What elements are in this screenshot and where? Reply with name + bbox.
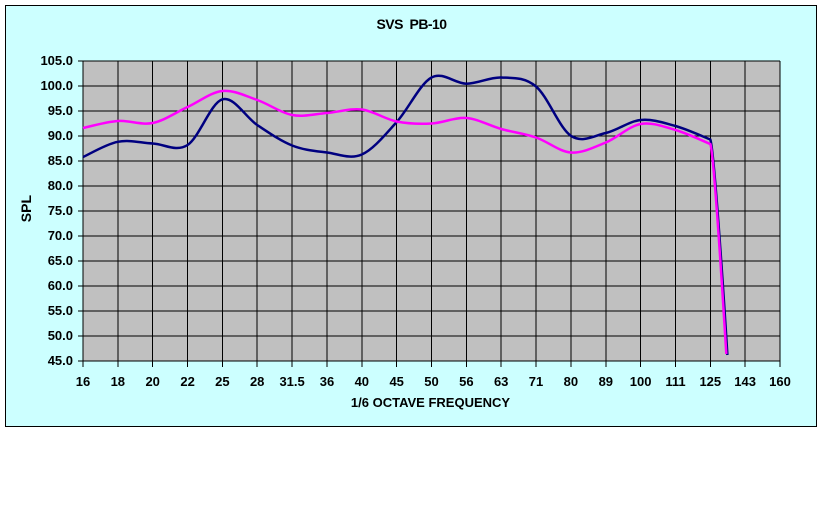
- svg-text:125: 125: [699, 374, 721, 389]
- svg-text:60.0: 60.0: [48, 278, 73, 293]
- svg-text:80.0: 80.0: [48, 178, 73, 193]
- svg-text:SPL: SPL: [18, 195, 34, 223]
- svg-text:90.0: 90.0: [48, 128, 73, 143]
- svg-text:45.0: 45.0: [48, 353, 73, 368]
- svg-text:45: 45: [389, 374, 403, 389]
- svg-text:75.0: 75.0: [48, 203, 73, 218]
- svg-text:40: 40: [355, 374, 369, 389]
- svg-text:36: 36: [320, 374, 334, 389]
- svg-text:143: 143: [734, 374, 756, 389]
- svg-text:55.0: 55.0: [48, 303, 73, 318]
- svg-text:111: 111: [665, 374, 685, 389]
- svg-text:100: 100: [630, 374, 652, 389]
- svg-text:50: 50: [424, 374, 438, 389]
- svg-text:89: 89: [599, 374, 613, 389]
- svg-text:50.0: 50.0: [48, 328, 73, 343]
- svg-text:22: 22: [180, 374, 194, 389]
- svg-text:1/6 OCTAVE FREQUENCY: 1/6 OCTAVE FREQUENCY: [351, 395, 510, 410]
- svg-text:28: 28: [250, 374, 264, 389]
- svg-text:71: 71: [529, 374, 543, 389]
- svg-text:20: 20: [145, 374, 159, 389]
- svg-text:100.0: 100.0: [40, 78, 73, 93]
- svg-text:56: 56: [459, 374, 473, 389]
- svg-text:18: 18: [111, 374, 125, 389]
- svg-text:160: 160: [769, 374, 791, 389]
- svg-text:SVS PB-10: SVS PB-10: [377, 16, 448, 32]
- svg-text:85.0: 85.0: [48, 153, 73, 168]
- svg-text:16: 16: [76, 374, 90, 389]
- svg-text:63: 63: [494, 374, 508, 389]
- svg-text:95.0: 95.0: [48, 103, 73, 118]
- svg-text:65.0: 65.0: [48, 253, 73, 268]
- svg-text:105.0: 105.0: [40, 53, 73, 68]
- svg-text:25: 25: [215, 374, 229, 389]
- svg-text:70.0: 70.0: [48, 228, 73, 243]
- svg-text:80: 80: [564, 374, 578, 389]
- svg-text:31.5: 31.5: [279, 374, 304, 389]
